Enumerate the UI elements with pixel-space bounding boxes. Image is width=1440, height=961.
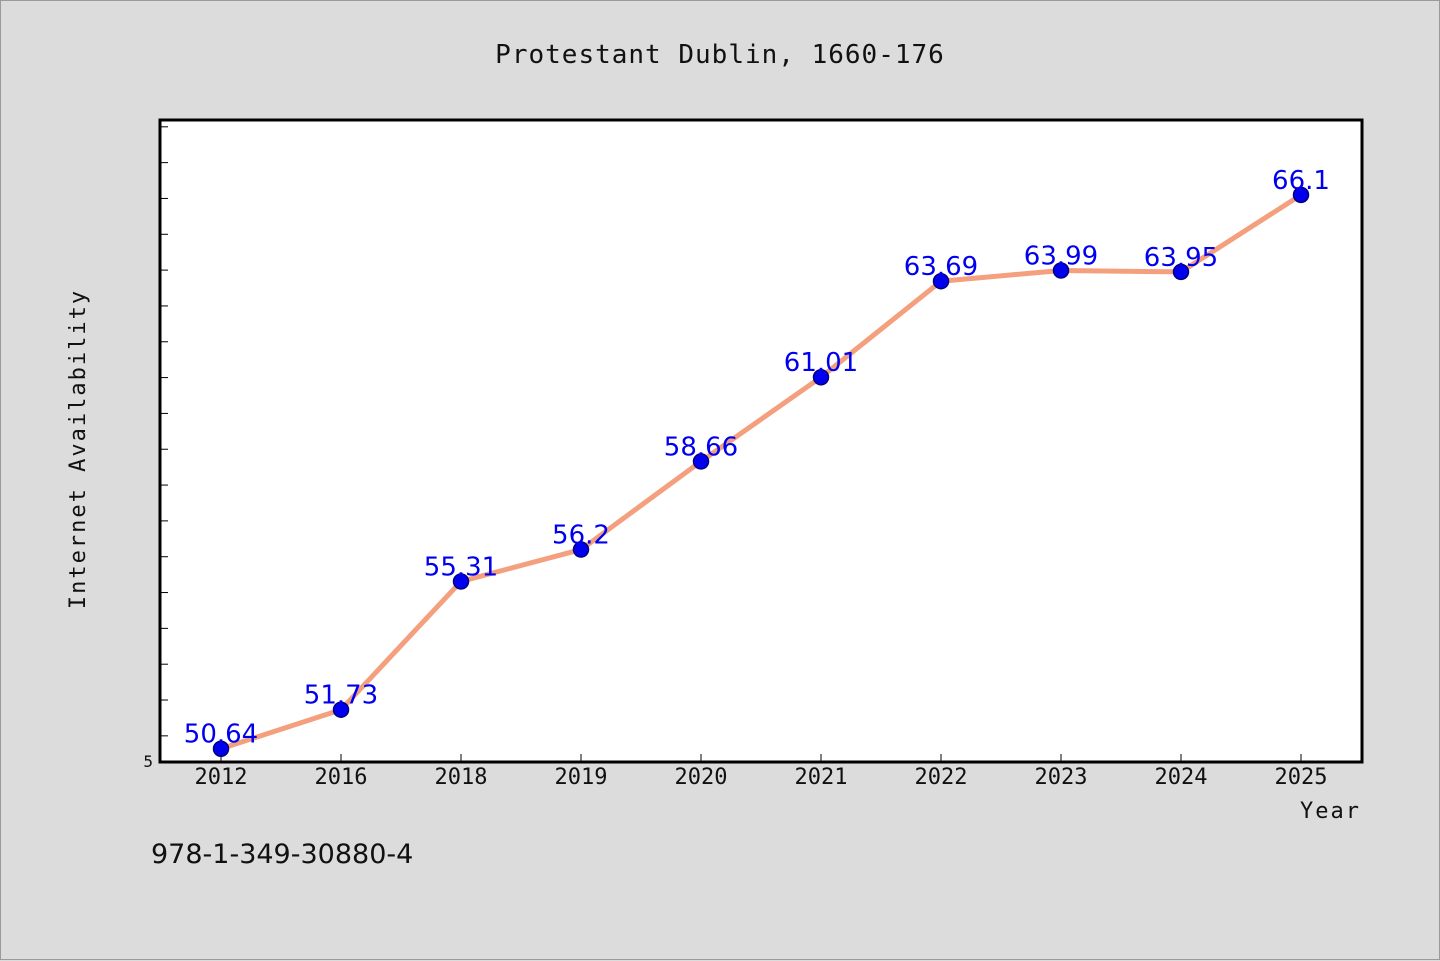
data-labels: 50.64 51.73 55.31 56.2 58.66 61.01 63.69 63.99 6… [184,166,1330,750]
y-axis-label: Internet Availability [66,289,91,609]
data-point-marker [1292,186,1310,204]
plot-area [158,118,1364,764]
series-line [218,192,1304,752]
x-tick-label: 2016 [315,765,368,790]
y-min-tick-label: 5 [143,752,153,771]
x-axis-label: Year [1300,799,1361,824]
data-point-label: 58.66 [664,432,738,462]
x-tick-label: 2019 [555,765,608,790]
data-point-marker [212,740,230,757]
data-point-marker [692,453,710,470]
data-point-marker [1172,263,1190,281]
data-point-marker [332,701,350,718]
x-axis-ticks: 2012 2016 2018 2019 2020 2021 2022 2023 2024 2025 [195,754,1328,790]
data-point-label: 63.69 [904,252,978,282]
x-tick-label: 2024 [1155,765,1208,790]
data-point-label: 61.01 [784,348,858,378]
series-markers [212,186,1310,757]
footer-isbn: 978-1-349-30880-4 [151,839,413,870]
x-tick-label: 2022 [915,765,968,790]
chart-title: Protestant Dublin, 1660-176 [495,40,945,70]
x-tick-label: 2018 [435,765,488,790]
data-point-marker [572,541,590,558]
x-tick-label: 2025 [1275,765,1328,790]
data-point-label: 66.1 [1272,166,1330,196]
y-axis-ticks [160,126,168,737]
x-tick-label: 2021 [795,765,848,790]
x-tick-label: 2023 [1035,765,1088,790]
data-point-label: 51.73 [304,681,378,711]
data-point-marker [452,573,470,590]
x-tick-label: 2020 [675,765,728,790]
data-point-label: 63.99 [1024,241,1098,271]
data-point-marker [1052,262,1070,279]
data-point-label: 63.95 [1144,243,1218,273]
data-point-label: 55.31 [424,552,498,582]
data-point-marker [812,368,830,386]
data-point-label: 50.64 [184,720,258,750]
data-point-marker [932,272,950,290]
x-tick-label: 2012 [195,765,248,790]
data-point-label: 56.2 [552,521,610,551]
